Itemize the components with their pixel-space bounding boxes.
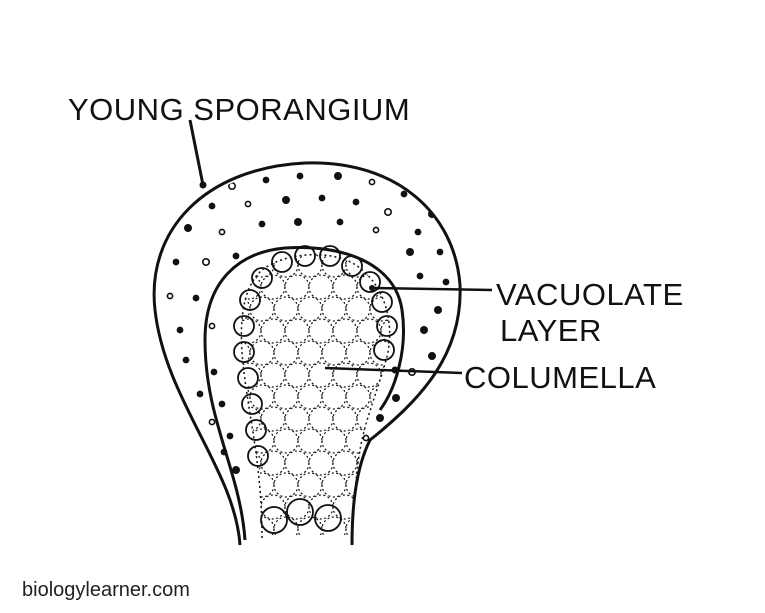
credit-text: biologylearner.com (22, 579, 190, 601)
leader-dot-columella (391, 366, 399, 374)
leader-dot-vacuolate (369, 285, 375, 291)
leader-young-sporangium (188, 119, 205, 186)
cytoplasm-dots (166, 172, 450, 474)
label-layer: LAYER (500, 313, 602, 348)
label-young-sporangium: YOUNG SPORANGIUM (68, 92, 410, 127)
label-columella: COLUMELLA (464, 360, 656, 395)
label-vacuolate: VACUOLATE (496, 277, 684, 312)
leader-vacuolate-layer (371, 286, 493, 292)
cytoplasm-inner-boundary (203, 245, 405, 541)
columella-cells (241, 254, 390, 535)
sporangium-outer-wall (152, 161, 462, 546)
columella-region (233, 245, 398, 539)
vacuolate-layer-cells (233, 245, 398, 534)
columella-outline (240, 253, 391, 539)
leader-dot-young-sporangium (199, 181, 207, 189)
